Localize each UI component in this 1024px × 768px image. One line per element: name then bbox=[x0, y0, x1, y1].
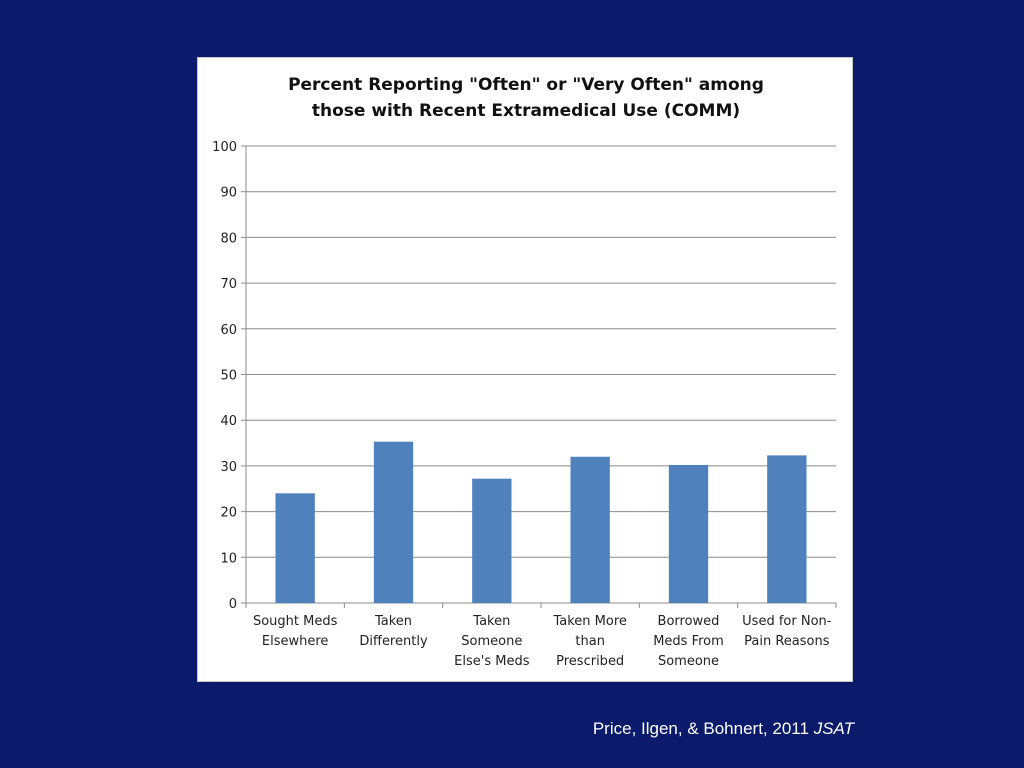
bar bbox=[275, 493, 315, 603]
category-label: Sought Meds Elsewhere bbox=[253, 614, 338, 649]
category-label-line: than bbox=[575, 634, 605, 649]
chart-panel: Percent Reporting "Often" or "Very Often… bbox=[197, 57, 853, 682]
category-label-line: Sought Meds bbox=[253, 614, 338, 629]
y-tick-label: 20 bbox=[220, 506, 237, 521]
bar-chart: 0 10 20 30 40 50 60 70 80 90 100 Sought Meds Elsewhe… bbox=[212, 140, 837, 669]
category-label-line: Taken bbox=[374, 614, 412, 629]
category-label-line: Elsewhere bbox=[262, 634, 329, 649]
y-tick-label: 30 bbox=[220, 460, 237, 475]
citation-authors: Price, Ilgen, & Bohnert, 2011 bbox=[592, 719, 809, 738]
bar bbox=[668, 464, 709, 603]
citation-journal: JSAT bbox=[813, 719, 854, 738]
category-label-line: Taken bbox=[472, 614, 510, 629]
y-tick-label: 50 bbox=[220, 369, 237, 384]
y-tick-label: 0 bbox=[229, 597, 237, 612]
y-tick-label: 100 bbox=[212, 140, 237, 155]
category-label: Used for Non- Pain Reasons bbox=[742, 614, 832, 649]
category-label: Borrowed Meds From Someone bbox=[653, 614, 724, 669]
category-label: Taken Someone Else's Meds bbox=[454, 614, 530, 669]
bar bbox=[373, 441, 414, 603]
category-label-line: Prescribed bbox=[556, 654, 624, 669]
category-label-line: Taken More bbox=[552, 614, 626, 629]
category-label-line: Pain Reasons bbox=[744, 634, 830, 649]
category-label-line: Meds From bbox=[653, 634, 724, 649]
y-tick-label: 80 bbox=[220, 231, 237, 246]
y-tick-label: 10 bbox=[220, 551, 237, 566]
category-label: Taken Differently bbox=[359, 614, 428, 649]
category-label-line: Someone bbox=[658, 654, 719, 669]
chart-title: Percent Reporting "Often" or "Very Often… bbox=[198, 72, 854, 124]
bar bbox=[767, 455, 807, 603]
y-tick-label: 60 bbox=[220, 323, 237, 338]
category-label-line: Differently bbox=[359, 634, 428, 649]
category-label-line: Someone bbox=[461, 634, 522, 649]
chart-title-line-1: Percent Reporting "Often" or "Very Often… bbox=[288, 75, 764, 95]
bar bbox=[570, 456, 610, 603]
category-label-line: Used for Non- bbox=[742, 614, 832, 629]
y-tick-label: 40 bbox=[220, 414, 237, 429]
citation: Price, Ilgen, & Bohnert, 2011 JSAT bbox=[593, 719, 854, 739]
category-label-line: Borrowed bbox=[658, 614, 720, 629]
y-tick-label: 90 bbox=[220, 186, 237, 201]
category-label: Taken More than Prescribed bbox=[552, 614, 626, 669]
chart-title-line-2: those with Recent Extramedical Use (COMM… bbox=[311, 101, 741, 121]
bar bbox=[472, 478, 512, 603]
y-tick-label: 70 bbox=[220, 277, 237, 292]
category-label-line: Else's Meds bbox=[454, 654, 530, 669]
